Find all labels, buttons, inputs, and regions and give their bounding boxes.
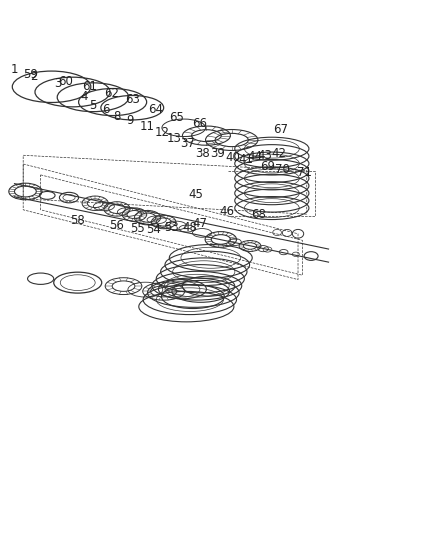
Text: 1: 1 [11, 63, 18, 76]
Text: 70: 70 [275, 163, 290, 176]
Text: 47: 47 [192, 217, 207, 230]
Text: 58: 58 [70, 214, 85, 227]
Text: 45: 45 [188, 188, 203, 201]
Text: 3: 3 [54, 77, 62, 90]
Text: 2: 2 [30, 70, 38, 83]
Text: 63: 63 [124, 93, 139, 107]
Text: 39: 39 [210, 148, 225, 160]
Text: 41: 41 [238, 153, 253, 166]
Text: 13: 13 [166, 132, 181, 145]
Text: 11: 11 [140, 120, 155, 133]
Text: 43: 43 [257, 149, 272, 161]
Text: 69: 69 [259, 160, 274, 173]
Text: 48: 48 [182, 221, 197, 234]
Text: 8: 8 [113, 109, 120, 123]
Text: 44: 44 [246, 150, 261, 163]
Text: 62: 62 [103, 87, 119, 100]
Text: 38: 38 [195, 147, 210, 159]
Text: 55: 55 [130, 222, 145, 235]
Text: 67: 67 [272, 123, 287, 135]
Text: 37: 37 [180, 136, 195, 150]
Text: 59: 59 [24, 68, 39, 81]
Text: 42: 42 [270, 147, 285, 159]
Text: 71: 71 [297, 166, 311, 179]
Text: 53: 53 [164, 221, 178, 234]
Text: 5: 5 [89, 99, 96, 111]
Text: 66: 66 [192, 117, 207, 130]
Text: 12: 12 [154, 126, 169, 139]
Text: 61: 61 [82, 80, 97, 93]
Text: 9: 9 [126, 114, 134, 127]
Text: 46: 46 [219, 206, 234, 219]
Text: 4: 4 [80, 90, 88, 103]
Text: 64: 64 [148, 103, 162, 116]
Text: 54: 54 [145, 223, 160, 236]
Text: 56: 56 [110, 219, 124, 231]
Text: 68: 68 [251, 208, 265, 221]
Text: 6: 6 [102, 103, 110, 116]
Text: 65: 65 [169, 111, 184, 124]
Text: 60: 60 [58, 75, 73, 87]
Text: 40: 40 [225, 151, 240, 164]
